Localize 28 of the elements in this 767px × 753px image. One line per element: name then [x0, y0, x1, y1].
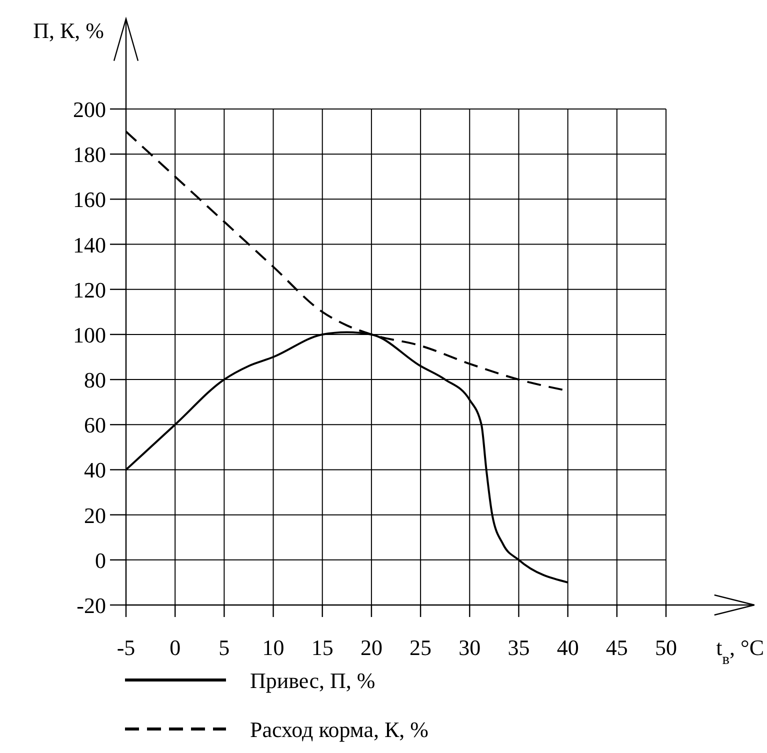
x-tick-label: 5 — [218, 635, 230, 660]
x-tick-label: 20 — [360, 635, 382, 660]
legend-label: Привес, П, % — [250, 668, 376, 693]
y-tick-label: 0 — [95, 548, 106, 573]
y-tick-label: 20 — [84, 502, 106, 528]
y-tick-label: -20 — [76, 593, 106, 618]
x-tick-label: -5 — [116, 635, 136, 660]
x-axis-title: t$_{в}$, °C — [716, 635, 764, 668]
x-tick-label: 50 — [655, 635, 677, 660]
y-tick-label: 200 — [73, 97, 106, 122]
legend-label: Расход корма, К, % — [250, 717, 428, 742]
x-tick-label: 15 — [311, 635, 334, 660]
y-tick-label: 120 — [73, 277, 106, 302]
x-tick-label: 25 — [410, 635, 432, 660]
y-axis-title: П, К, % — [33, 18, 104, 43]
x-tick-label: 45 — [606, 635, 628, 660]
y-tick-label: 100 — [73, 322, 106, 348]
x-tick-label: 35 — [508, 635, 530, 660]
y-tick-label: 180 — [73, 142, 106, 168]
x-tick-label: 0 — [170, 635, 181, 660]
y-tick-label: 80 — [84, 368, 106, 393]
y-tick-label: 60 — [84, 412, 106, 438]
y-tick-label: 40 — [84, 458, 106, 483]
x-tick-label: 10 — [262, 635, 284, 660]
y-tick-label: 160 — [73, 187, 106, 212]
x-tick-label: 30 — [458, 635, 481, 660]
x-tick-label: 40 — [556, 635, 579, 660]
y-tick-label: 140 — [73, 232, 106, 258]
